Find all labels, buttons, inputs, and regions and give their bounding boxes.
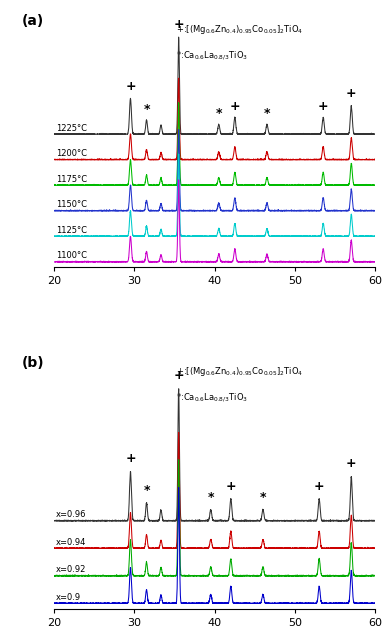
Text: 1175°C: 1175°C xyxy=(56,175,87,184)
Text: 1200°C: 1200°C xyxy=(56,149,87,158)
Text: x=0.94: x=0.94 xyxy=(56,538,86,547)
Text: *: * xyxy=(264,107,270,120)
Text: +: + xyxy=(125,452,136,465)
Text: +: + xyxy=(346,87,356,100)
Text: *: * xyxy=(143,484,150,497)
Text: +: + xyxy=(226,480,236,494)
Text: +: + xyxy=(314,480,324,494)
Text: +: + xyxy=(125,79,136,92)
Text: +: + xyxy=(318,100,329,113)
Text: +: + xyxy=(229,100,240,113)
Text: (b): (b) xyxy=(22,356,45,370)
Text: *: * xyxy=(260,492,266,504)
Text: +: + xyxy=(173,369,184,381)
Text: (a): (a) xyxy=(22,14,44,28)
Text: *:Ca$_{0.6}$La$_{0.8/3}$TiO$_3$: *:Ca$_{0.6}$La$_{0.8/3}$TiO$_3$ xyxy=(176,49,248,62)
Text: +:[(Mg$_{0.6}$Zn$_{0.4}$)$_{0.95}$Co$_{0.05}$]$_2$TiO$_4$: +:[(Mg$_{0.6}$Zn$_{0.4}$)$_{0.95}$Co$_{0… xyxy=(176,23,303,36)
Text: +:[(Mg$_{0.6}$Zn$_{0.4}$)$_{0.95}$Co$_{0.05}$]$_2$TiO$_4$: +:[(Mg$_{0.6}$Zn$_{0.4}$)$_{0.95}$Co$_{0… xyxy=(176,365,303,378)
Text: 1150°C: 1150°C xyxy=(56,200,87,209)
Text: +: + xyxy=(173,18,184,31)
Text: x=0.9: x=0.9 xyxy=(56,593,81,602)
Text: x=0.92: x=0.92 xyxy=(56,565,86,574)
Text: *: * xyxy=(143,103,150,115)
Text: x=0.96: x=0.96 xyxy=(56,510,86,519)
Text: 1100°C: 1100°C xyxy=(56,251,87,260)
Text: +: + xyxy=(346,458,356,470)
Text: *: * xyxy=(207,492,214,504)
Text: *:Ca$_{0.6}$La$_{0.8/3}$TiO$_3$: *:Ca$_{0.6}$La$_{0.8/3}$TiO$_3$ xyxy=(176,391,248,404)
Text: *: * xyxy=(216,107,222,120)
Text: 1125°C: 1125°C xyxy=(56,226,87,235)
Text: 1225°C: 1225°C xyxy=(56,124,87,133)
